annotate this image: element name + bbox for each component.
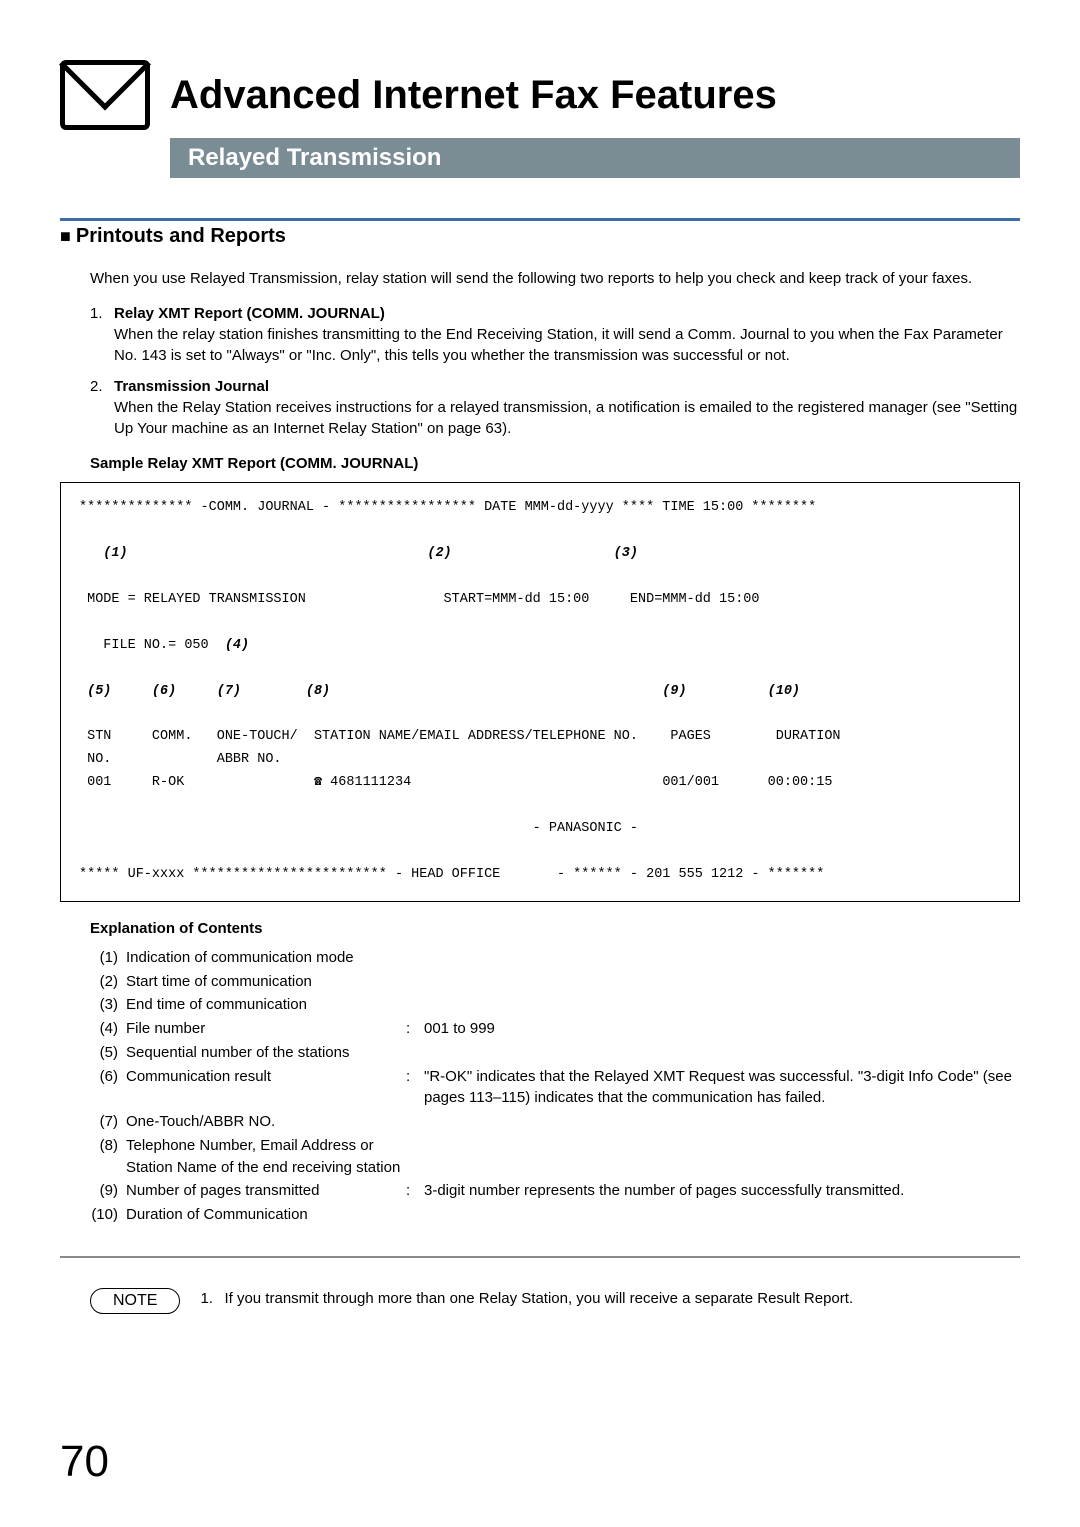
exp-colon <box>406 971 424 993</box>
exp-row: (3) End time of communication <box>90 994 1020 1016</box>
exp-colon <box>406 1111 424 1133</box>
report-file-pre: FILE NO.= 050 <box>79 638 225 653</box>
sample-label: Sample Relay XMT Report (COMM. JOURNAL) <box>90 455 1020 472</box>
report-file-marker: (4) <box>225 638 249 653</box>
exp-row: (7) One-Touch/ABBR NO. <box>90 1111 1020 1133</box>
exp-desc <box>424 994 1020 1016</box>
exp-colon <box>406 1204 424 1226</box>
exp-colon <box>406 1042 424 1064</box>
exp-colon: : <box>406 1018 424 1040</box>
exp-row: (5) Sequential number of the stations <box>90 1042 1020 1064</box>
report-data-row: 001 R-OK ☎ 4681111234 001/001 00:00:15 <box>79 775 832 790</box>
exp-label-text: Duration of Communication <box>126 1204 406 1226</box>
item-number: 1. <box>90 303 114 366</box>
exp-colon <box>406 1135 424 1179</box>
item-title: Relay XMT Report (COMM. JOURNAL) <box>114 303 1020 324</box>
exp-idx: (6) <box>90 1066 126 1110</box>
exp-row: (4) File number : 001 to 999 <box>90 1018 1020 1040</box>
report-col-headers2: NO. ABBR NO. <box>79 752 282 767</box>
item-body: When the relay station finishes transmit… <box>114 324 1020 366</box>
report-markers: (1) (2) (3) <box>79 546 638 561</box>
exp-idx: (7) <box>90 1111 126 1133</box>
exp-desc <box>424 1042 1020 1064</box>
exp-row: (8) Telephone Number, Email Address or S… <box>90 1135 1020 1179</box>
main-title: Advanced Internet Fax Features <box>170 73 777 118</box>
explanation-label: Explanation of Contents <box>90 920 1020 937</box>
exp-idx: (2) <box>90 971 126 993</box>
intro-text: When you use Relayed Transmission, relay… <box>90 268 1020 289</box>
header-row: Advanced Internet Fax Features <box>60 60 1020 130</box>
exp-row: (1) Indication of communication mode <box>90 947 1020 969</box>
exp-label-text: Telephone Number, Email Address or Stati… <box>126 1135 406 1179</box>
exp-label-text: One-Touch/ABBR NO. <box>126 1111 406 1133</box>
exp-desc <box>424 1204 1020 1226</box>
exp-colon: : <box>406 1066 424 1110</box>
section-rule <box>60 218 1020 221</box>
exp-label-text: Indication of communication mode <box>126 947 406 969</box>
exp-idx: (5) <box>90 1042 126 1064</box>
envelope-icon <box>60 60 150 130</box>
exp-desc <box>424 971 1020 993</box>
exp-desc <box>424 1111 1020 1133</box>
explanation-table: (1) Indication of communication mode (2)… <box>90 947 1020 1226</box>
note-number: 1. <box>200 1288 224 1309</box>
exp-colon <box>406 947 424 969</box>
report-panasonic: - PANASONIC - <box>79 821 638 836</box>
item-number: 2. <box>90 376 114 439</box>
exp-label-text: Sequential number of the stations <box>126 1042 406 1064</box>
report-col-markers: (5) (6) (7) (8) (9) (10) <box>79 684 800 699</box>
report-box: ************** -COMM. JOURNAL - ********… <box>60 482 1020 902</box>
divider <box>60 1256 1020 1258</box>
exp-idx: (3) <box>90 994 126 1016</box>
exp-colon: : <box>406 1180 424 1202</box>
page-number: 70 <box>60 1437 109 1487</box>
exp-label-text: Communication result <box>126 1066 406 1110</box>
exp-desc: "R-OK" indicates that the Relayed XMT Re… <box>424 1066 1020 1110</box>
exp-label-text: Number of pages transmitted <box>126 1180 406 1202</box>
numbered-list: 1. Relay XMT Report (COMM. JOURNAL) When… <box>90 303 1020 439</box>
exp-idx: (1) <box>90 947 126 969</box>
note-pill: NOTE <box>90 1288 180 1314</box>
exp-row: (6) Communication result : "R-OK" indica… <box>90 1066 1020 1110</box>
exp-idx: (8) <box>90 1135 126 1179</box>
exp-idx: (9) <box>90 1180 126 1202</box>
section-heading: Printouts and Reports <box>60 225 1020 248</box>
item-title: Transmission Journal <box>114 376 1020 397</box>
exp-idx: (4) <box>90 1018 126 1040</box>
exp-label-text: End time of communication <box>126 994 406 1016</box>
exp-label-text: File number <box>126 1018 406 1040</box>
exp-row: (2) Start time of communication <box>90 971 1020 993</box>
exp-idx: (10) <box>90 1204 126 1226</box>
item-body: When the Relay Station receives instruct… <box>114 397 1020 439</box>
exp-desc <box>424 1135 1020 1179</box>
subtitle-bar: Relayed Transmission <box>170 138 1020 178</box>
exp-desc: 001 to 999 <box>424 1018 1020 1040</box>
note-text: 1. If you transmit through more than one… <box>200 1288 853 1309</box>
list-item: 1. Relay XMT Report (COMM. JOURNAL) When… <box>90 303 1020 366</box>
report-footer: ***** UF-xxxx ************************ -… <box>79 867 824 882</box>
exp-colon <box>406 994 424 1016</box>
list-item: 2. Transmission Journal When the Relay S… <box>90 376 1020 439</box>
note-row: NOTE 1. If you transmit through more tha… <box>90 1288 1020 1314</box>
report-line: ************** -COMM. JOURNAL - ********… <box>79 500 816 515</box>
report-mode: MODE = RELAYED TRANSMISSION START=MMM-dd… <box>79 592 760 607</box>
report-col-headers: STN COMM. ONE-TOUCH/ STATION NAME/EMAIL … <box>79 729 841 744</box>
exp-label-text: Start time of communication <box>126 971 406 993</box>
exp-desc <box>424 947 1020 969</box>
exp-row: (10) Duration of Communication <box>90 1204 1020 1226</box>
exp-desc: 3-digit number represents the number of … <box>424 1180 1020 1202</box>
exp-row: (9) Number of pages transmitted : 3-digi… <box>90 1180 1020 1202</box>
note-body: If you transmit through more than one Re… <box>224 1288 853 1309</box>
